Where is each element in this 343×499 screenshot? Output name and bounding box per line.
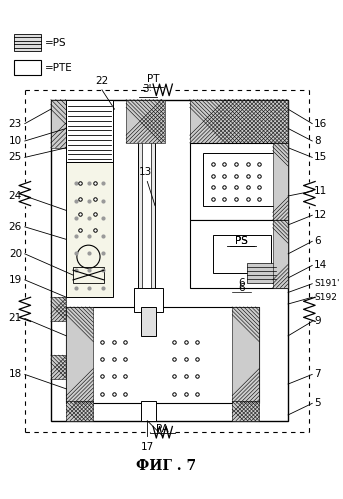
- Text: 9: 9: [314, 316, 321, 326]
- Text: =PS: =PS: [45, 37, 67, 47]
- Bar: [273, 220, 288, 287]
- Text: 20: 20: [9, 249, 22, 259]
- Bar: [51, 355, 66, 379]
- Bar: [190, 220, 288, 287]
- Text: S191': S191': [314, 279, 340, 288]
- Text: S192: S192: [314, 293, 337, 302]
- Bar: [51, 99, 288, 421]
- Text: ФИГ . 7: ФИГ . 7: [135, 459, 196, 473]
- Bar: [51, 297, 66, 321]
- Bar: [190, 143, 288, 220]
- Bar: [141, 307, 156, 336]
- Text: 18: 18: [9, 369, 22, 379]
- Text: PS: PS: [235, 237, 248, 247]
- Text: PA: PA: [156, 424, 169, 435]
- Text: 14: 14: [314, 260, 328, 270]
- Text: 22: 22: [95, 76, 109, 86]
- Text: 11: 11: [314, 186, 328, 196]
- Bar: [142, 99, 151, 403]
- Bar: [134, 287, 163, 312]
- Bar: [126, 99, 165, 143]
- Text: 25: 25: [9, 152, 22, 162]
- Text: 6: 6: [238, 278, 245, 288]
- Bar: [213, 235, 271, 273]
- Text: 23: 23: [9, 119, 22, 129]
- Bar: [232, 401, 259, 421]
- Text: PT: PT: [147, 74, 159, 84]
- Bar: [66, 401, 93, 421]
- Bar: [51, 99, 66, 148]
- Bar: [138, 99, 155, 403]
- Text: 3': 3': [143, 84, 152, 94]
- Text: 16: 16: [314, 119, 328, 129]
- Text: 13: 13: [139, 167, 152, 177]
- Text: 6: 6: [314, 237, 321, 247]
- Bar: [66, 99, 113, 162]
- Text: 21: 21: [9, 313, 22, 323]
- Text: 6: 6: [238, 282, 245, 292]
- Text: 12: 12: [314, 210, 328, 220]
- Text: 5: 5: [314, 398, 321, 408]
- Text: 15: 15: [314, 152, 328, 162]
- Text: 7: 7: [314, 369, 321, 379]
- Bar: [247, 263, 275, 283]
- Bar: [66, 162, 113, 297]
- Bar: [66, 307, 93, 403]
- Bar: [141, 401, 156, 421]
- Bar: [203, 153, 275, 206]
- Text: 19: 19: [9, 275, 22, 285]
- Text: 24: 24: [9, 191, 22, 201]
- Bar: [14, 34, 41, 51]
- Bar: [73, 267, 104, 283]
- Text: 26: 26: [9, 222, 22, 232]
- Bar: [273, 143, 288, 220]
- Bar: [14, 60, 41, 75]
- Text: =PTE: =PTE: [45, 63, 73, 73]
- Text: 8: 8: [314, 136, 321, 146]
- Bar: [232, 307, 259, 403]
- Text: 17: 17: [141, 442, 154, 452]
- Text: 10: 10: [9, 136, 22, 146]
- Bar: [66, 307, 259, 403]
- Bar: [190, 99, 288, 143]
- Text: PS: PS: [235, 237, 248, 247]
